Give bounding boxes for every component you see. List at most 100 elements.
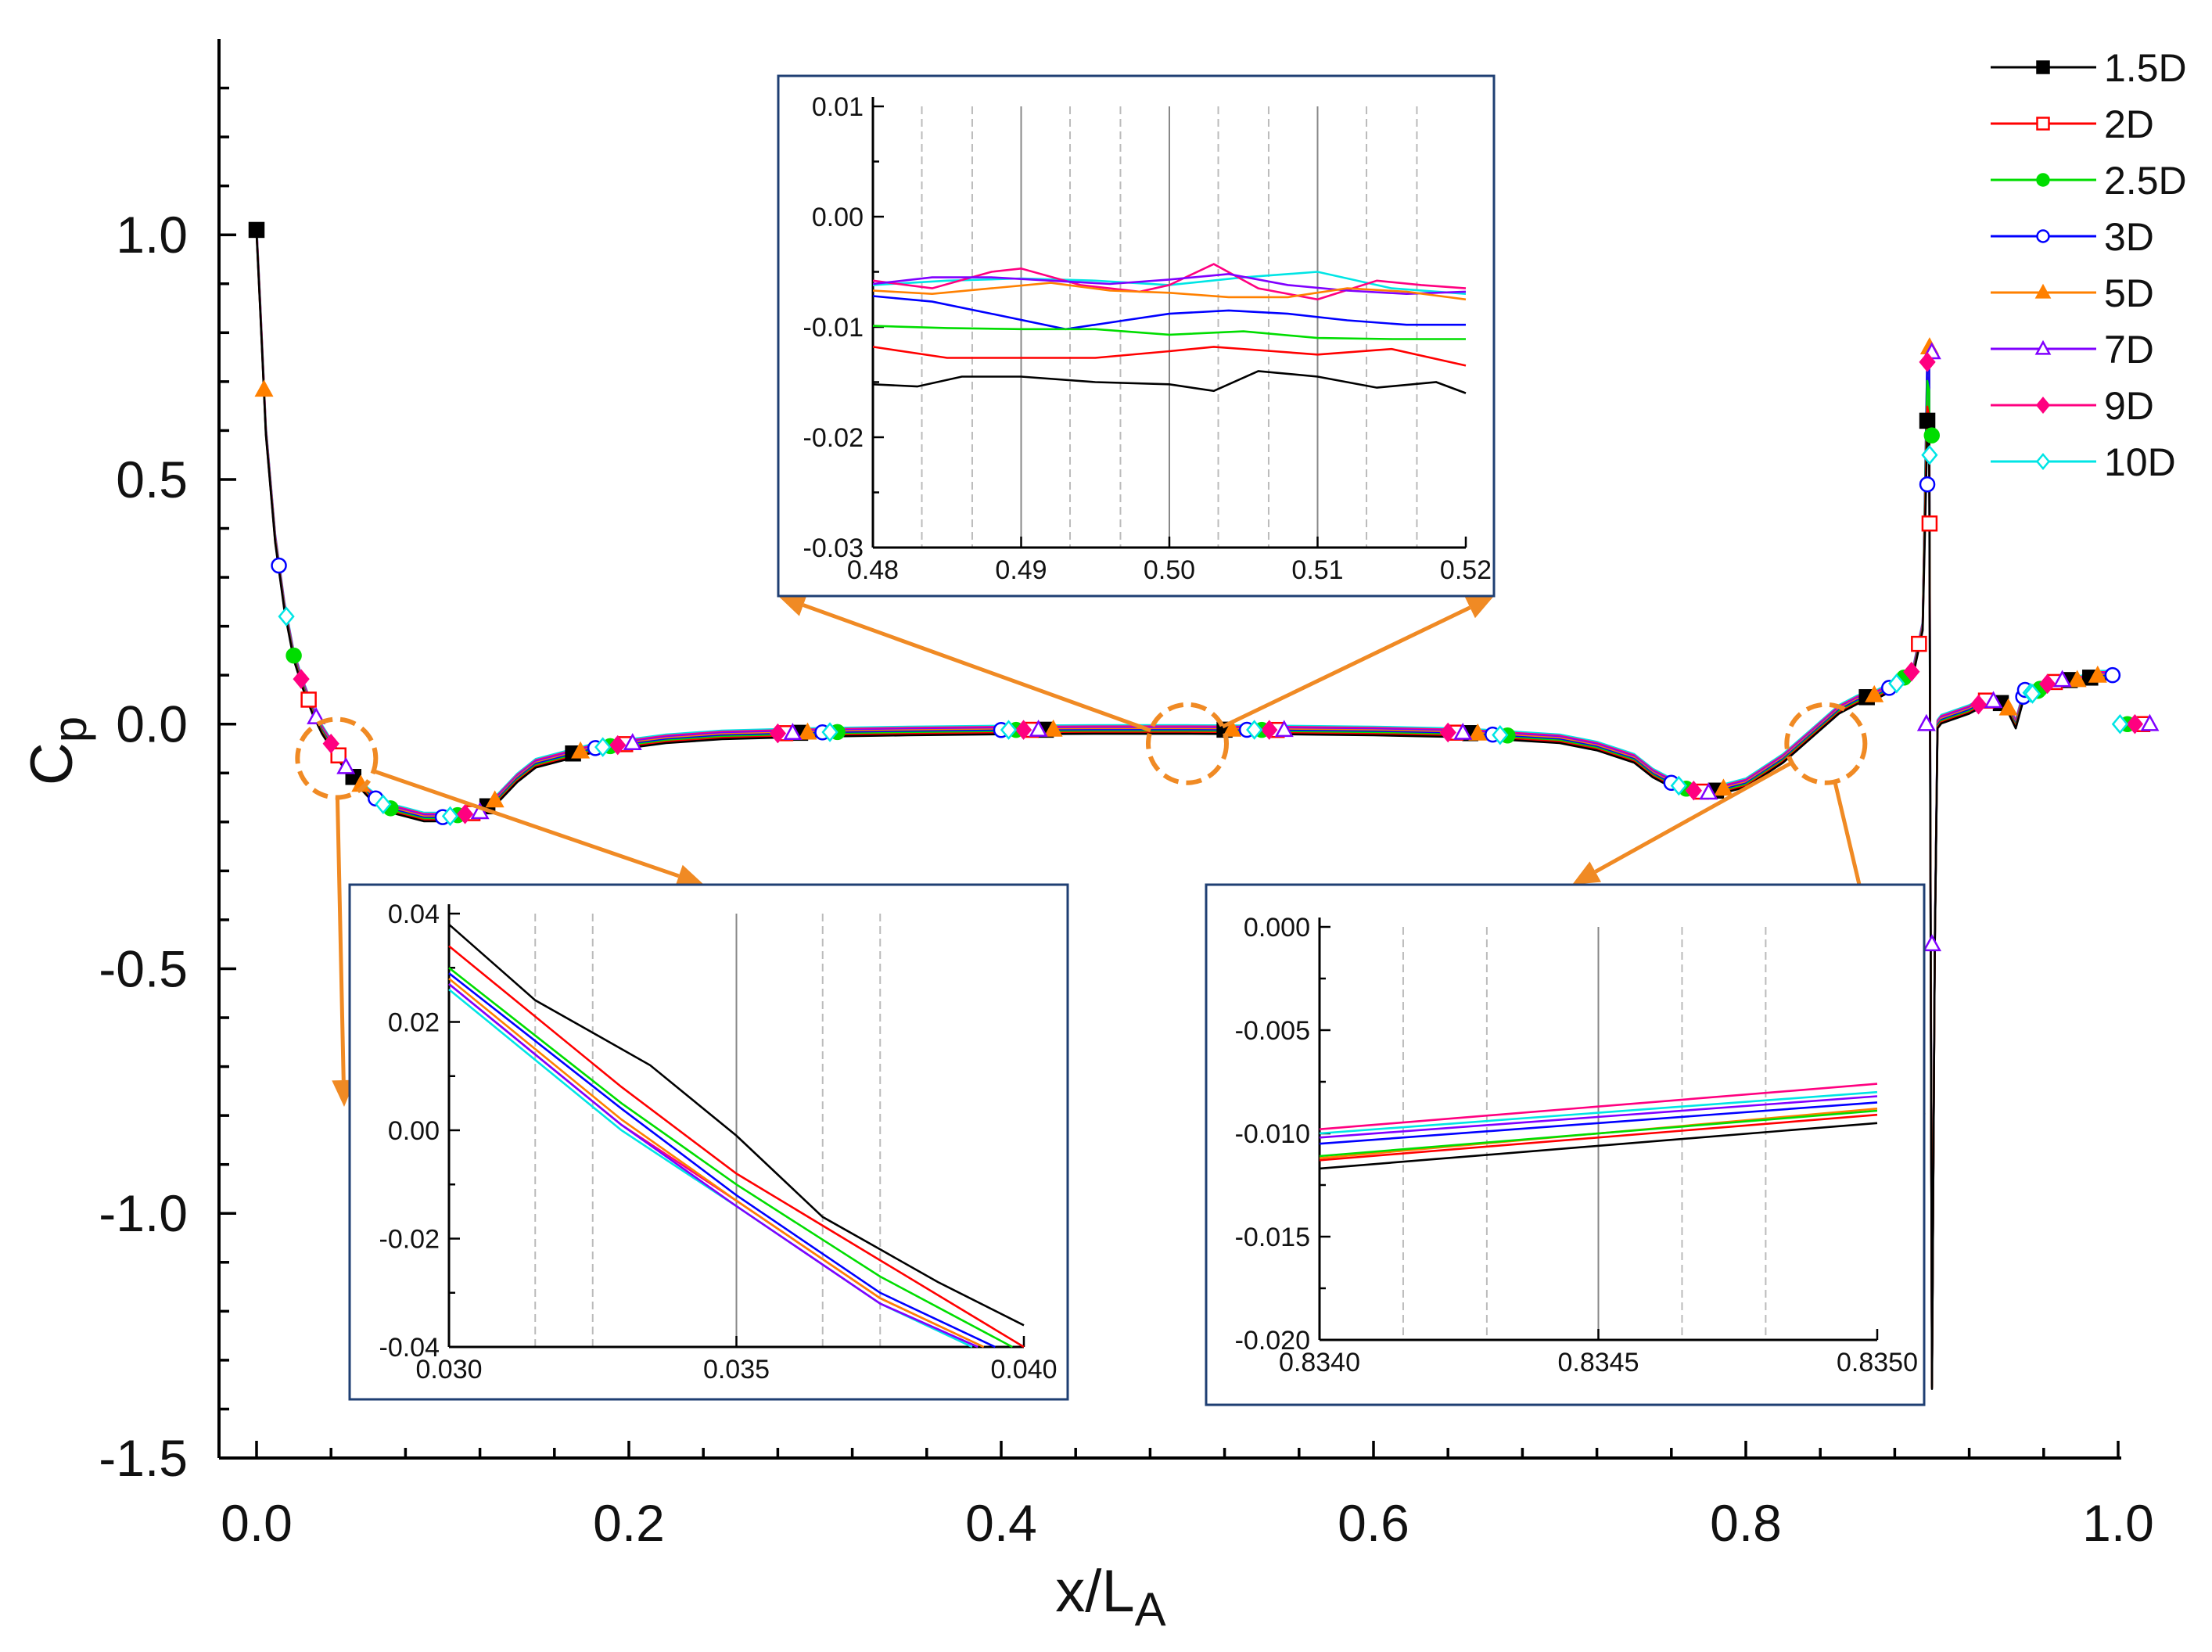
spike-marker-1-5d bbox=[1919, 412, 1936, 429]
left-line-1-5d bbox=[448, 923, 1025, 1327]
marker-10d bbox=[1492, 724, 1509, 745]
zoom-arrow-line-1-1 bbox=[1221, 605, 1471, 729]
legend-entry-9d: 9D bbox=[1991, 384, 2154, 428]
inset-left-y-tick-1: 0.02 bbox=[388, 1008, 440, 1038]
legend-label-10d: 10D bbox=[2104, 440, 2176, 484]
marker-5d bbox=[1865, 684, 1884, 702]
inset-right: 0.8340 0.8345 0.8350 0.000 -0.005 -0.010… bbox=[1205, 883, 1926, 1406]
spike-marker-3d bbox=[1919, 476, 1936, 493]
inset-left-x-tick-0: 0.030 bbox=[415, 1355, 482, 1384]
marker-7d bbox=[783, 723, 803, 741]
marker-2-5d bbox=[285, 647, 302, 664]
legend-entry-3d: 3D bbox=[1991, 215, 2154, 259]
legend-label-2-5d: 2.5D bbox=[2104, 159, 2187, 203]
legend-entry-2-5d: 2.5D bbox=[1991, 159, 2187, 203]
marker-7d bbox=[470, 802, 490, 820]
inset-left-frame bbox=[348, 883, 1069, 1401]
y-tick-label-0: 1.0 bbox=[116, 206, 188, 264]
middle-line-2d bbox=[872, 346, 1467, 367]
marker-9d bbox=[769, 723, 787, 744]
middle-line-2-5d bbox=[872, 325, 1466, 340]
marker-5d bbox=[1998, 698, 2018, 716]
marker-2d bbox=[1911, 635, 1927, 652]
legend-marker-5d bbox=[2034, 283, 2052, 299]
marker-3d bbox=[271, 557, 287, 574]
right-line-3d bbox=[1319, 1101, 1878, 1145]
marker-9d bbox=[1685, 781, 1702, 801]
zoom-arrow-line-2-0 bbox=[1594, 760, 1793, 874]
marker-7d bbox=[1274, 720, 1294, 738]
marker-5d bbox=[1714, 778, 1733, 796]
inset-right-y-tick-4: -0.020 bbox=[1235, 1326, 1310, 1356]
zoom-circle-1 bbox=[1146, 702, 1229, 785]
middle-line-5d bbox=[872, 282, 1467, 301]
x-tick-label-4: 0.8 bbox=[1710, 1494, 1782, 1552]
right-line-2-5d bbox=[1319, 1109, 1878, 1158]
legend-marker-10d bbox=[2035, 453, 2051, 470]
marker-7d bbox=[1916, 713, 1936, 731]
markers-10d bbox=[278, 444, 2129, 827]
inset-middle-x-tick-1: 0.49 bbox=[995, 555, 1047, 585]
inset-left-x-tick-1: 0.035 bbox=[703, 1355, 770, 1384]
legend-label-7d: 7D bbox=[2104, 328, 2154, 372]
x-tick-label-3: 0.6 bbox=[1338, 1494, 1409, 1552]
marker-5d bbox=[485, 790, 505, 808]
main-markers bbox=[248, 221, 2160, 952]
legend-label-3d: 3D bbox=[2104, 215, 2154, 259]
marker-9d bbox=[322, 733, 339, 754]
marker-2d bbox=[300, 691, 317, 708]
marker-5d bbox=[2067, 670, 2087, 688]
marker-10d bbox=[2111, 713, 2129, 734]
marker-10d bbox=[821, 722, 838, 742]
legend-label-1-5d: 1.5D bbox=[2104, 46, 2187, 90]
inset-left-y-tick-3: -0.02 bbox=[379, 1225, 440, 1255]
inset-right-x-tick-1: 0.8345 bbox=[1558, 1348, 1639, 1377]
inset-middle-x-tick-4: 0.52 bbox=[1440, 555, 1492, 585]
marker-1-5d bbox=[248, 221, 265, 239]
marker-10d bbox=[1888, 673, 1905, 694]
zoom-circle-2 bbox=[1784, 702, 1868, 785]
markers-9d bbox=[293, 352, 2144, 824]
legend-entry-5d: 5D bbox=[1991, 271, 2154, 315]
legend-marker-2-5d bbox=[2036, 173, 2050, 187]
marker-5d bbox=[1043, 719, 1063, 737]
legend-label-2d: 2D bbox=[2104, 102, 2154, 146]
inset-middle-y-tick-0: 0.01 bbox=[812, 92, 864, 122]
y-tick-label-5: -1.5 bbox=[99, 1429, 188, 1487]
marker-7d bbox=[1699, 782, 1718, 800]
x-tick-labels: 0.0 0.2 0.4 0.6 0.8 1.0 bbox=[221, 1494, 2154, 1552]
middle-line-3d bbox=[872, 295, 1466, 331]
marker-9d bbox=[609, 734, 627, 756]
marker-7d bbox=[1984, 691, 2003, 709]
y-tick-label-3: -0.5 bbox=[99, 939, 188, 997]
marker-9d bbox=[456, 804, 474, 824]
marker-2d bbox=[330, 747, 347, 764]
marker-7d bbox=[2140, 713, 2160, 731]
y-tick-label-4: -1.0 bbox=[99, 1184, 188, 1242]
marker-10d bbox=[375, 794, 392, 815]
marker-9d bbox=[1970, 694, 1988, 715]
marker-5d bbox=[798, 722, 817, 740]
right-line-10d bbox=[1319, 1090, 1878, 1135]
right-line-7d bbox=[1319, 1095, 1878, 1139]
marker-9d bbox=[1903, 662, 1920, 682]
marker-7d bbox=[623, 733, 642, 751]
inset-right-y-tick-0: 0.000 bbox=[1244, 913, 1310, 943]
zoom-arrow-line-0-1 bbox=[372, 769, 680, 878]
marker-3d bbox=[2104, 666, 2121, 684]
legend-marker-9d bbox=[2035, 397, 2051, 414]
y-tick-labels: 1.0 0.5 0.0 -0.5 -1.0 -1.5 bbox=[99, 206, 188, 1487]
inset-middle-x-tick-0: 0.48 bbox=[847, 555, 899, 585]
legend-entry-2d: 2D bbox=[1991, 102, 2154, 146]
marker-9d bbox=[1439, 722, 1456, 743]
marker-9d bbox=[2126, 713, 2144, 734]
middle-line-1-5d bbox=[872, 370, 1467, 394]
right-line-9d bbox=[1319, 1083, 1878, 1130]
zoom-arrow-line-0-0 bbox=[335, 797, 346, 1081]
marker-9d bbox=[1014, 720, 1032, 740]
zoom-annotations bbox=[295, 594, 1926, 1142]
spike-marker-2-5d bbox=[1923, 427, 1941, 444]
inset-middle-y-tick-4: -0.03 bbox=[803, 533, 864, 563]
legend-label-9d: 9D bbox=[2104, 384, 2154, 428]
